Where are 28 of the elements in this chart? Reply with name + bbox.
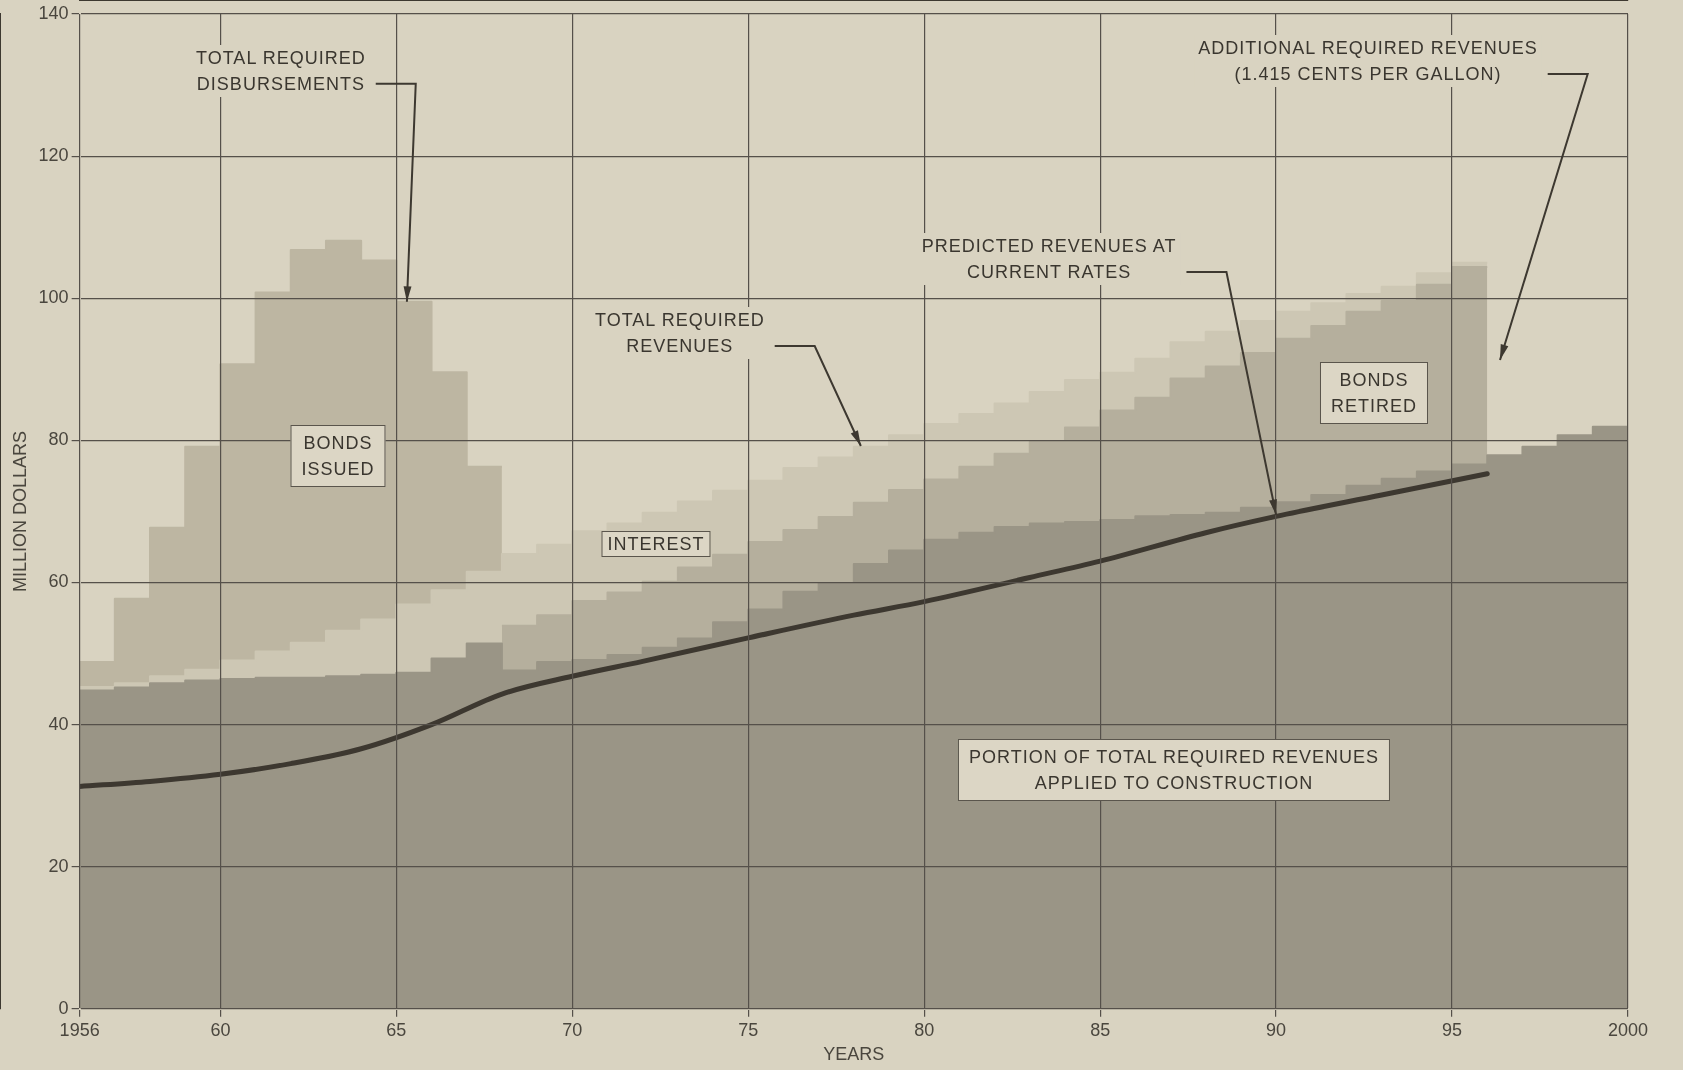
x-tick-label: 85 [1090,1019,1111,1040]
x-tick-label: 75 [738,1019,759,1040]
y-tick-label: 120 [38,145,69,166]
x-axis-title: YEARS [823,1044,885,1065]
annotation: BONDS RETIRED [1319,362,1429,424]
x-tick-label: 65 [386,1019,407,1040]
x-tick-label: 95 [1442,1019,1463,1040]
x-tick-label: 80 [914,1019,935,1040]
y-tick-label: 20 [48,855,69,876]
annotation: TOTAL REQUIRED REVENUES [590,307,769,360]
annotation: PORTION OF TOTAL REQUIRED REVENUES APPLIED TO CONSTRUCTION [957,739,1391,801]
y-tick-label: 0 [58,997,69,1018]
y-tick-label: 60 [48,571,69,592]
annotation: TOTAL REQUIRED DISBURSEMENTS [192,44,370,97]
y-axis-title: MILLION DOLLARS [9,430,30,592]
annotation: ADDITIONAL REQUIRED REVENUES (1.415 CENTS PER GALLON) [1194,35,1542,87]
annotation: PREDICTED REVENUES AT CURRENT RATES [917,232,1181,285]
x-tick-label: 1956 [59,1019,100,1040]
annotation: INTEREST [601,531,711,557]
x-tick-label: 90 [1266,1019,1287,1040]
x-tick-label: 2000 [1607,1019,1649,1040]
y-tick-label: 40 [48,713,69,734]
x-tick-label: 60 [210,1019,231,1040]
y-tick-label: 80 [48,429,69,450]
annotation: BONDS ISSUED [290,425,386,487]
y-tick-label: 140 [38,2,69,23]
x-tick-label: 70 [562,1019,583,1040]
y-tick-label: 100 [38,287,69,308]
